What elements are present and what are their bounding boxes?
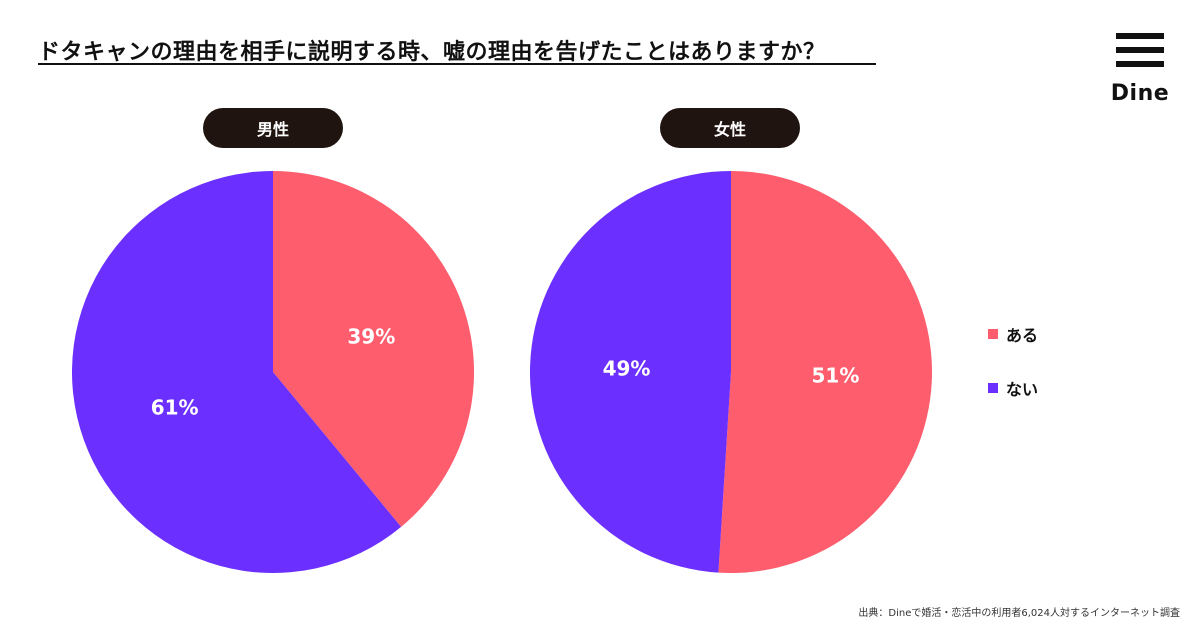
dine-logo: Dine (1110, 33, 1170, 113)
source-note: 出典：Dineで婚活・恋活中の利用者6,024人対するインターネット調査 (858, 608, 1180, 619)
legend-label-nai: ない (1006, 380, 1039, 399)
legend-swatch-nai (988, 383, 998, 393)
logo-bar-3 (1116, 61, 1164, 67)
female-label-nai: 49% (603, 357, 651, 381)
female-slice-aru (718, 171, 933, 574)
logo-bar-1 (1116, 33, 1164, 39)
male-pie: 39% 61% (71, 171, 474, 573)
male-label-nai: 61% (151, 395, 199, 419)
male-slice-aru (273, 171, 474, 527)
legend-item-nai: ない (988, 378, 1039, 399)
logo-bar-2 (1116, 47, 1164, 53)
female-pie: 51% 49% (530, 171, 933, 574)
legend-swatch-aru (988, 329, 998, 339)
legend-label-aru: ある (1006, 326, 1039, 345)
logo-text: Dine (1110, 81, 1170, 106)
male-slice-nai (71, 171, 402, 573)
legend-item-aru: ある (988, 324, 1039, 345)
chart-title: ドタキャンの理由を相手に説明する時、嘘の理由を告げたことはありますか？ (38, 40, 826, 65)
female-label-aru: 51% (812, 363, 860, 387)
title-underline (38, 63, 876, 65)
female-chart-label: 女性 (660, 108, 800, 148)
female-slice-nai (530, 171, 731, 573)
male-label-aru: 39% (347, 325, 395, 349)
male-chart-label: 男性 (203, 108, 343, 148)
